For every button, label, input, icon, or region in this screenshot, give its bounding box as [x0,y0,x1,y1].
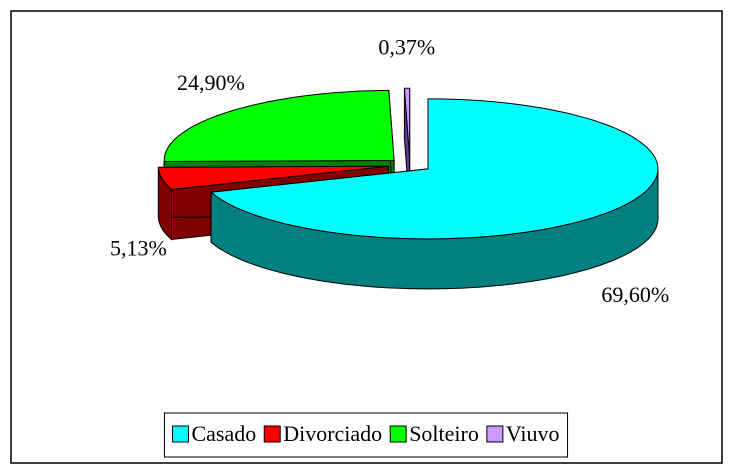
legend-swatch [263,425,281,443]
legend-label: Divorciado [283,421,382,446]
slice [209,98,659,290]
legend: Casado Divorciado Solteiro Viuvo [163,412,569,458]
legend-label: Solteiro [409,421,479,446]
slice-top [209,98,659,240]
legend-label: Viuvo [506,421,560,446]
data-label: 69,60% [601,282,669,307]
data-label: 0,37% [378,35,435,60]
slice-top [403,87,411,159]
legend-swatch [389,425,407,443]
data-label: 24,90% [177,70,245,95]
slice-top [163,89,395,163]
data-label: 5,13% [110,236,167,261]
legend-swatch [171,425,189,443]
legend-label: Casado [191,421,256,446]
legend-swatch [486,425,504,443]
slice-top [157,165,389,191]
